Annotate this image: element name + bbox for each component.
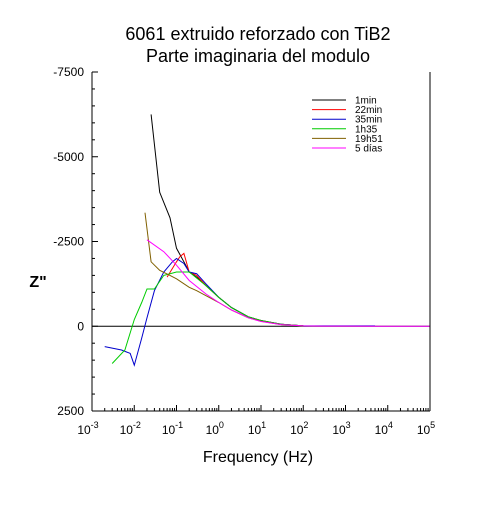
series-line-5 (146, 239, 430, 327)
y-tick-label: -7500 (53, 65, 84, 79)
x-tick-label: 104 (375, 420, 393, 437)
chart-title-line-2: Parte imaginaria del modulo (146, 46, 370, 66)
series-line-0 (150, 114, 304, 327)
x-tick-label: 102 (290, 420, 308, 437)
x-axis-label: Frequency (Hz) (203, 449, 313, 466)
x-tick-label: 10-2 (120, 420, 141, 437)
chart-title-line-1: 6061 extruido reforzado con TiB2 (125, 24, 390, 44)
series-line-3 (111, 271, 304, 364)
legend-label-3: 1h35 (355, 124, 378, 135)
y-tick-label: -2500 (53, 235, 84, 249)
legend-label-0: 1min (355, 96, 377, 107)
legend-label-5: 5 días (355, 144, 382, 155)
legend-label-4: 19h51 (355, 134, 383, 145)
y-tick-label: 2500 (57, 404, 84, 418)
legend-label-1: 22min (355, 105, 382, 116)
y-axis-label: Z" (29, 274, 46, 291)
plot-area (92, 114, 430, 367)
series-line-1 (166, 252, 304, 327)
x-tick-label: 103 (332, 420, 350, 437)
x-tick-label: 105 (417, 420, 435, 437)
legend-label-2: 35min (355, 115, 382, 126)
x-tick-label: 10-3 (77, 420, 98, 437)
series-line-4 (144, 212, 304, 327)
x-tick-label: 100 (206, 420, 224, 437)
axes: 10-3 10-2 10-1 100 101 102 103 104 105 -7500 -5000… (53, 65, 435, 437)
x-tick-label: 10-1 (162, 420, 183, 437)
y-tick-label: -5000 (53, 150, 84, 164)
y-tick-label: 0 (77, 319, 84, 333)
x-tick-label: 101 (248, 420, 266, 437)
